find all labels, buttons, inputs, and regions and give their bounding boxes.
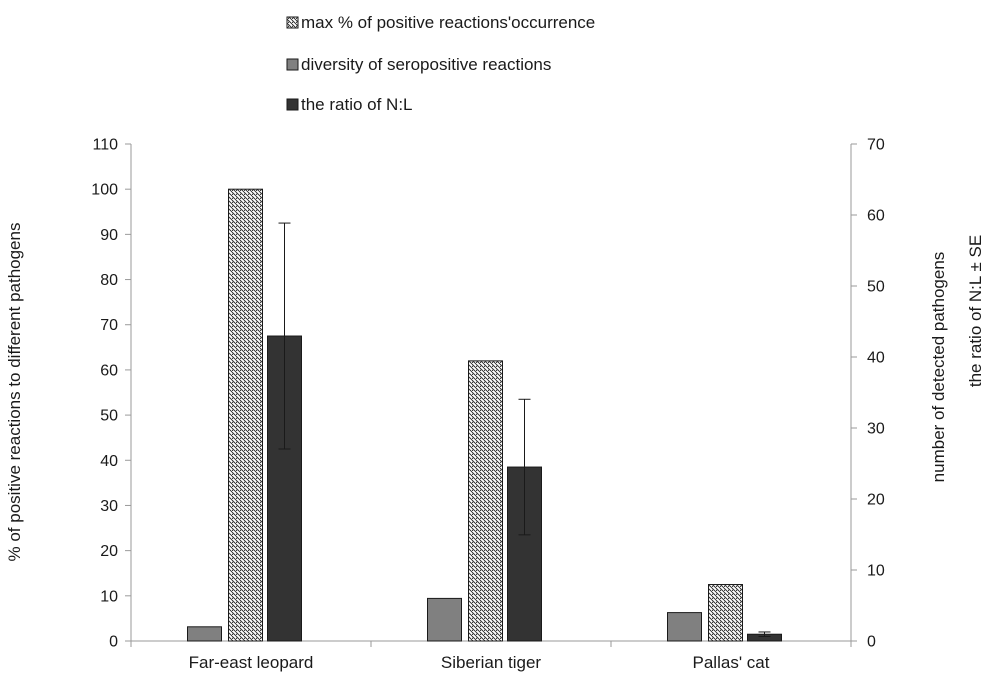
y-right-tick-label: 40 bbox=[867, 350, 885, 367]
bar bbox=[427, 597, 462, 642]
y-right-tick-label: 0 bbox=[867, 634, 876, 651]
y-left-tick-label: 70 bbox=[100, 317, 118, 334]
bar bbox=[187, 626, 222, 642]
legend-label: the ratio of N:L bbox=[301, 95, 413, 114]
y-left-tick-label: 50 bbox=[100, 408, 118, 425]
x-category-label: Far-east leopard bbox=[189, 653, 314, 672]
y-left-tick-label: 10 bbox=[100, 588, 118, 605]
y-left-tick-label: 30 bbox=[100, 498, 118, 515]
bar bbox=[468, 360, 503, 642]
y-right-tick-label: 20 bbox=[867, 492, 885, 509]
bar bbox=[667, 612, 702, 642]
legend-swatch bbox=[286, 16, 299, 29]
y-right-tick-label: 70 bbox=[867, 137, 885, 154]
bar bbox=[708, 584, 743, 642]
y-left-axis-label: % of positive reactions to different pat… bbox=[5, 223, 24, 562]
y-right-axis-label: number of detected pathogens bbox=[929, 252, 948, 483]
y-right-tick-label: 10 bbox=[867, 563, 885, 580]
y-right2-axis-label: the ratio of N:L ± SE bbox=[966, 235, 985, 387]
y-left-tick-label: 80 bbox=[100, 272, 118, 289]
x-category-label: Pallas' cat bbox=[693, 653, 770, 672]
y-left-tick-label: 40 bbox=[100, 453, 118, 470]
y-right-tick-label: 60 bbox=[867, 208, 885, 225]
y-left-tick-label: 60 bbox=[100, 362, 118, 379]
y-left-tick-label: 100 bbox=[91, 182, 118, 199]
legend: max % of positive reactions'occurrence di… bbox=[286, 13, 595, 114]
y-right-tick-label: 50 bbox=[867, 279, 885, 296]
y-right-tick-label: 30 bbox=[867, 421, 885, 438]
y-left-tick-label: 110 bbox=[92, 137, 118, 154]
axes: 0 10 20 30 40 50 60 70 80 90 100 110 0 10 20 30 40 50 60 70… bbox=[91, 137, 885, 673]
y-left-tick-label: 0 bbox=[109, 634, 118, 651]
legend-swatch bbox=[286, 58, 299, 71]
x-category-label: Siberian tiger bbox=[441, 653, 542, 672]
bars bbox=[187, 188, 782, 642]
legend-swatch bbox=[286, 98, 299, 111]
y-left-tick-label: 20 bbox=[100, 543, 118, 560]
legend-label: diversity of seropositive reactions bbox=[301, 55, 551, 74]
y-left-tick-label: 90 bbox=[100, 227, 118, 244]
bar bbox=[228, 188, 263, 642]
legend-label: max % of positive reactions'occurrence bbox=[301, 13, 595, 32]
